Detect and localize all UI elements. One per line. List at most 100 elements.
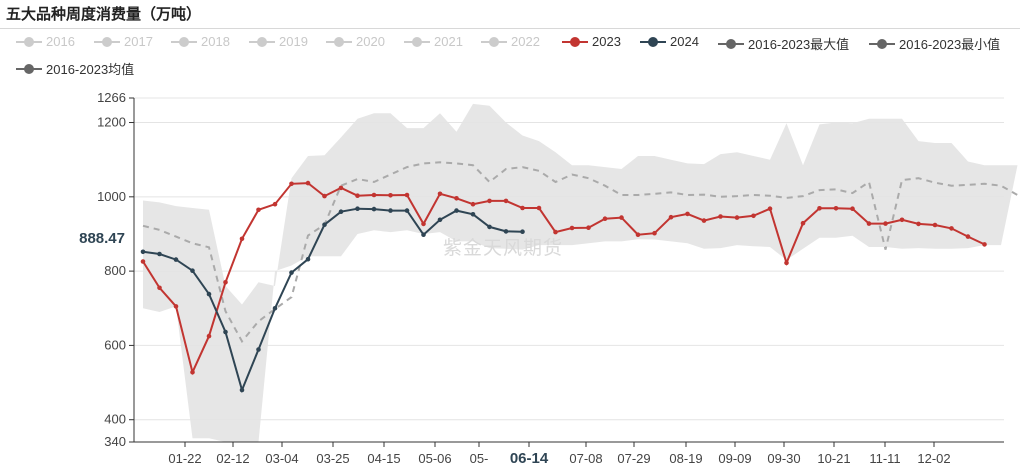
data-point-2023	[305, 180, 311, 186]
data-point-2024	[305, 256, 311, 262]
data-point-2023	[322, 193, 327, 199]
data-point-2023	[965, 234, 971, 239]
data-point-2023	[239, 236, 245, 242]
data-point-2023	[883, 221, 888, 226]
data-point-2023	[421, 221, 426, 227]
data-point-2023	[454, 196, 459, 201]
data-point-2024	[404, 208, 410, 213]
data-point-2024	[371, 206, 377, 212]
data-point-2024	[503, 229, 509, 234]
legend-label: 2022	[511, 34, 540, 49]
data-point-2024	[487, 224, 492, 230]
data-point-2023	[701, 218, 707, 223]
data-point-2023	[817, 206, 822, 211]
data-point-2023	[784, 260, 789, 266]
legend-item-2024[interactable]: 2024	[640, 34, 699, 49]
data-point-2023	[850, 206, 855, 211]
data-point-2023	[982, 242, 987, 247]
data-point-2024	[322, 222, 327, 227]
data-point-2023	[916, 221, 921, 227]
x-tick-label: 10-21	[817, 451, 850, 466]
data-point-2023	[899, 217, 905, 223]
data-point-2024	[421, 232, 426, 237]
x-tick-label: 07-08	[569, 451, 602, 466]
legend-line-icon	[562, 36, 588, 47]
legend-item-2019[interactable]: 2019	[249, 34, 308, 49]
series-line-2023	[142, 182, 985, 376]
data-point-2024	[437, 217, 443, 223]
legend-line-icon	[326, 36, 352, 47]
data-point-2023	[140, 259, 146, 264]
legend-item-2021[interactable]: 2021	[404, 34, 463, 49]
y-tick-label: 1200	[97, 115, 126, 130]
y-tick-label: 340	[104, 434, 126, 449]
legend-line-icon	[640, 36, 666, 47]
legend-label: 2017	[124, 34, 153, 49]
y-tick-label: 400	[104, 412, 126, 427]
series-line-2024	[142, 207, 523, 394]
legend-label: 2020	[356, 34, 385, 49]
x-tick-label: 05-	[470, 451, 489, 466]
data-point-2024	[355, 206, 360, 211]
legend-line-icon	[718, 38, 744, 49]
min-max-band	[143, 103, 1018, 443]
data-point-2023	[338, 185, 344, 191]
legend-line-icon	[869, 38, 895, 49]
data-point-2024	[173, 257, 179, 262]
data-point-2023	[487, 198, 492, 204]
legend-item-2020[interactable]: 2020	[326, 34, 385, 49]
legend-label: 2021	[434, 34, 463, 49]
data-point-2023	[437, 191, 443, 197]
data-point-2023	[569, 225, 575, 231]
legend-item-2023[interactable]: 2023	[562, 34, 621, 49]
data-point-2023	[388, 193, 393, 198]
watermark-text: 紫金天风期货	[443, 238, 564, 259]
data-point-2023	[256, 207, 261, 213]
legend-item-2018[interactable]: 2018	[171, 34, 230, 49]
data-point-2023	[404, 192, 410, 198]
y-tick-label: 600	[104, 337, 126, 352]
legend-label: 2019	[279, 34, 308, 49]
data-point-2024	[223, 329, 228, 335]
data-point-2024	[388, 208, 393, 213]
data-point-2023	[190, 369, 195, 375]
data-point-2023	[206, 333, 212, 339]
data-point-2023	[800, 220, 806, 226]
data-point-2024	[454, 208, 459, 213]
legend-line-icon	[94, 36, 120, 47]
legend-label: 2024	[670, 34, 699, 49]
data-point-2024	[239, 387, 245, 393]
legend-item-2016-2023最大值[interactable]: 2016-2023最大值	[718, 34, 849, 53]
data-point-2024	[520, 229, 525, 234]
data-point-2023	[470, 201, 476, 207]
x-tick-label: 07-29	[617, 451, 650, 466]
y-tick-label: 800	[104, 263, 126, 278]
legend-line-icon	[249, 36, 275, 47]
x-tick-label: 11-11	[869, 451, 900, 466]
data-point-2023	[619, 215, 624, 220]
data-point-2023	[833, 206, 839, 211]
legend-item-2016[interactable]: 2016	[16, 34, 75, 49]
data-point-2023	[553, 229, 558, 235]
data-point-2023	[652, 230, 657, 236]
page-title: 五大品种周度消费量（万吨）	[6, 6, 202, 23]
data-point-2024	[256, 347, 261, 352]
legend-label: 2016-2023均值	[46, 62, 135, 77]
data-point-2023	[520, 205, 525, 211]
legend-item-2016-2023最小值[interactable]: 2016-2023最小值	[869, 34, 1000, 53]
data-point-2024	[206, 291, 212, 297]
title-divider	[0, 28, 1020, 29]
legend-line-icon	[16, 36, 42, 47]
data-point-2024	[140, 249, 146, 255]
legend-item-2017[interactable]: 2017	[94, 34, 153, 49]
legend-item-2016-2023均值[interactable]: 2016-2023均值	[16, 59, 134, 78]
data-point-2023	[932, 222, 938, 228]
data-point-2023	[685, 211, 690, 217]
data-point-2023	[949, 226, 954, 231]
y-pointer-label: 888.47	[79, 230, 125, 247]
data-point-2023	[718, 214, 723, 219]
legend-item-2022[interactable]: 2022	[481, 34, 540, 49]
x-tick-label: 09-30	[767, 451, 800, 466]
data-point-2024	[338, 209, 344, 214]
